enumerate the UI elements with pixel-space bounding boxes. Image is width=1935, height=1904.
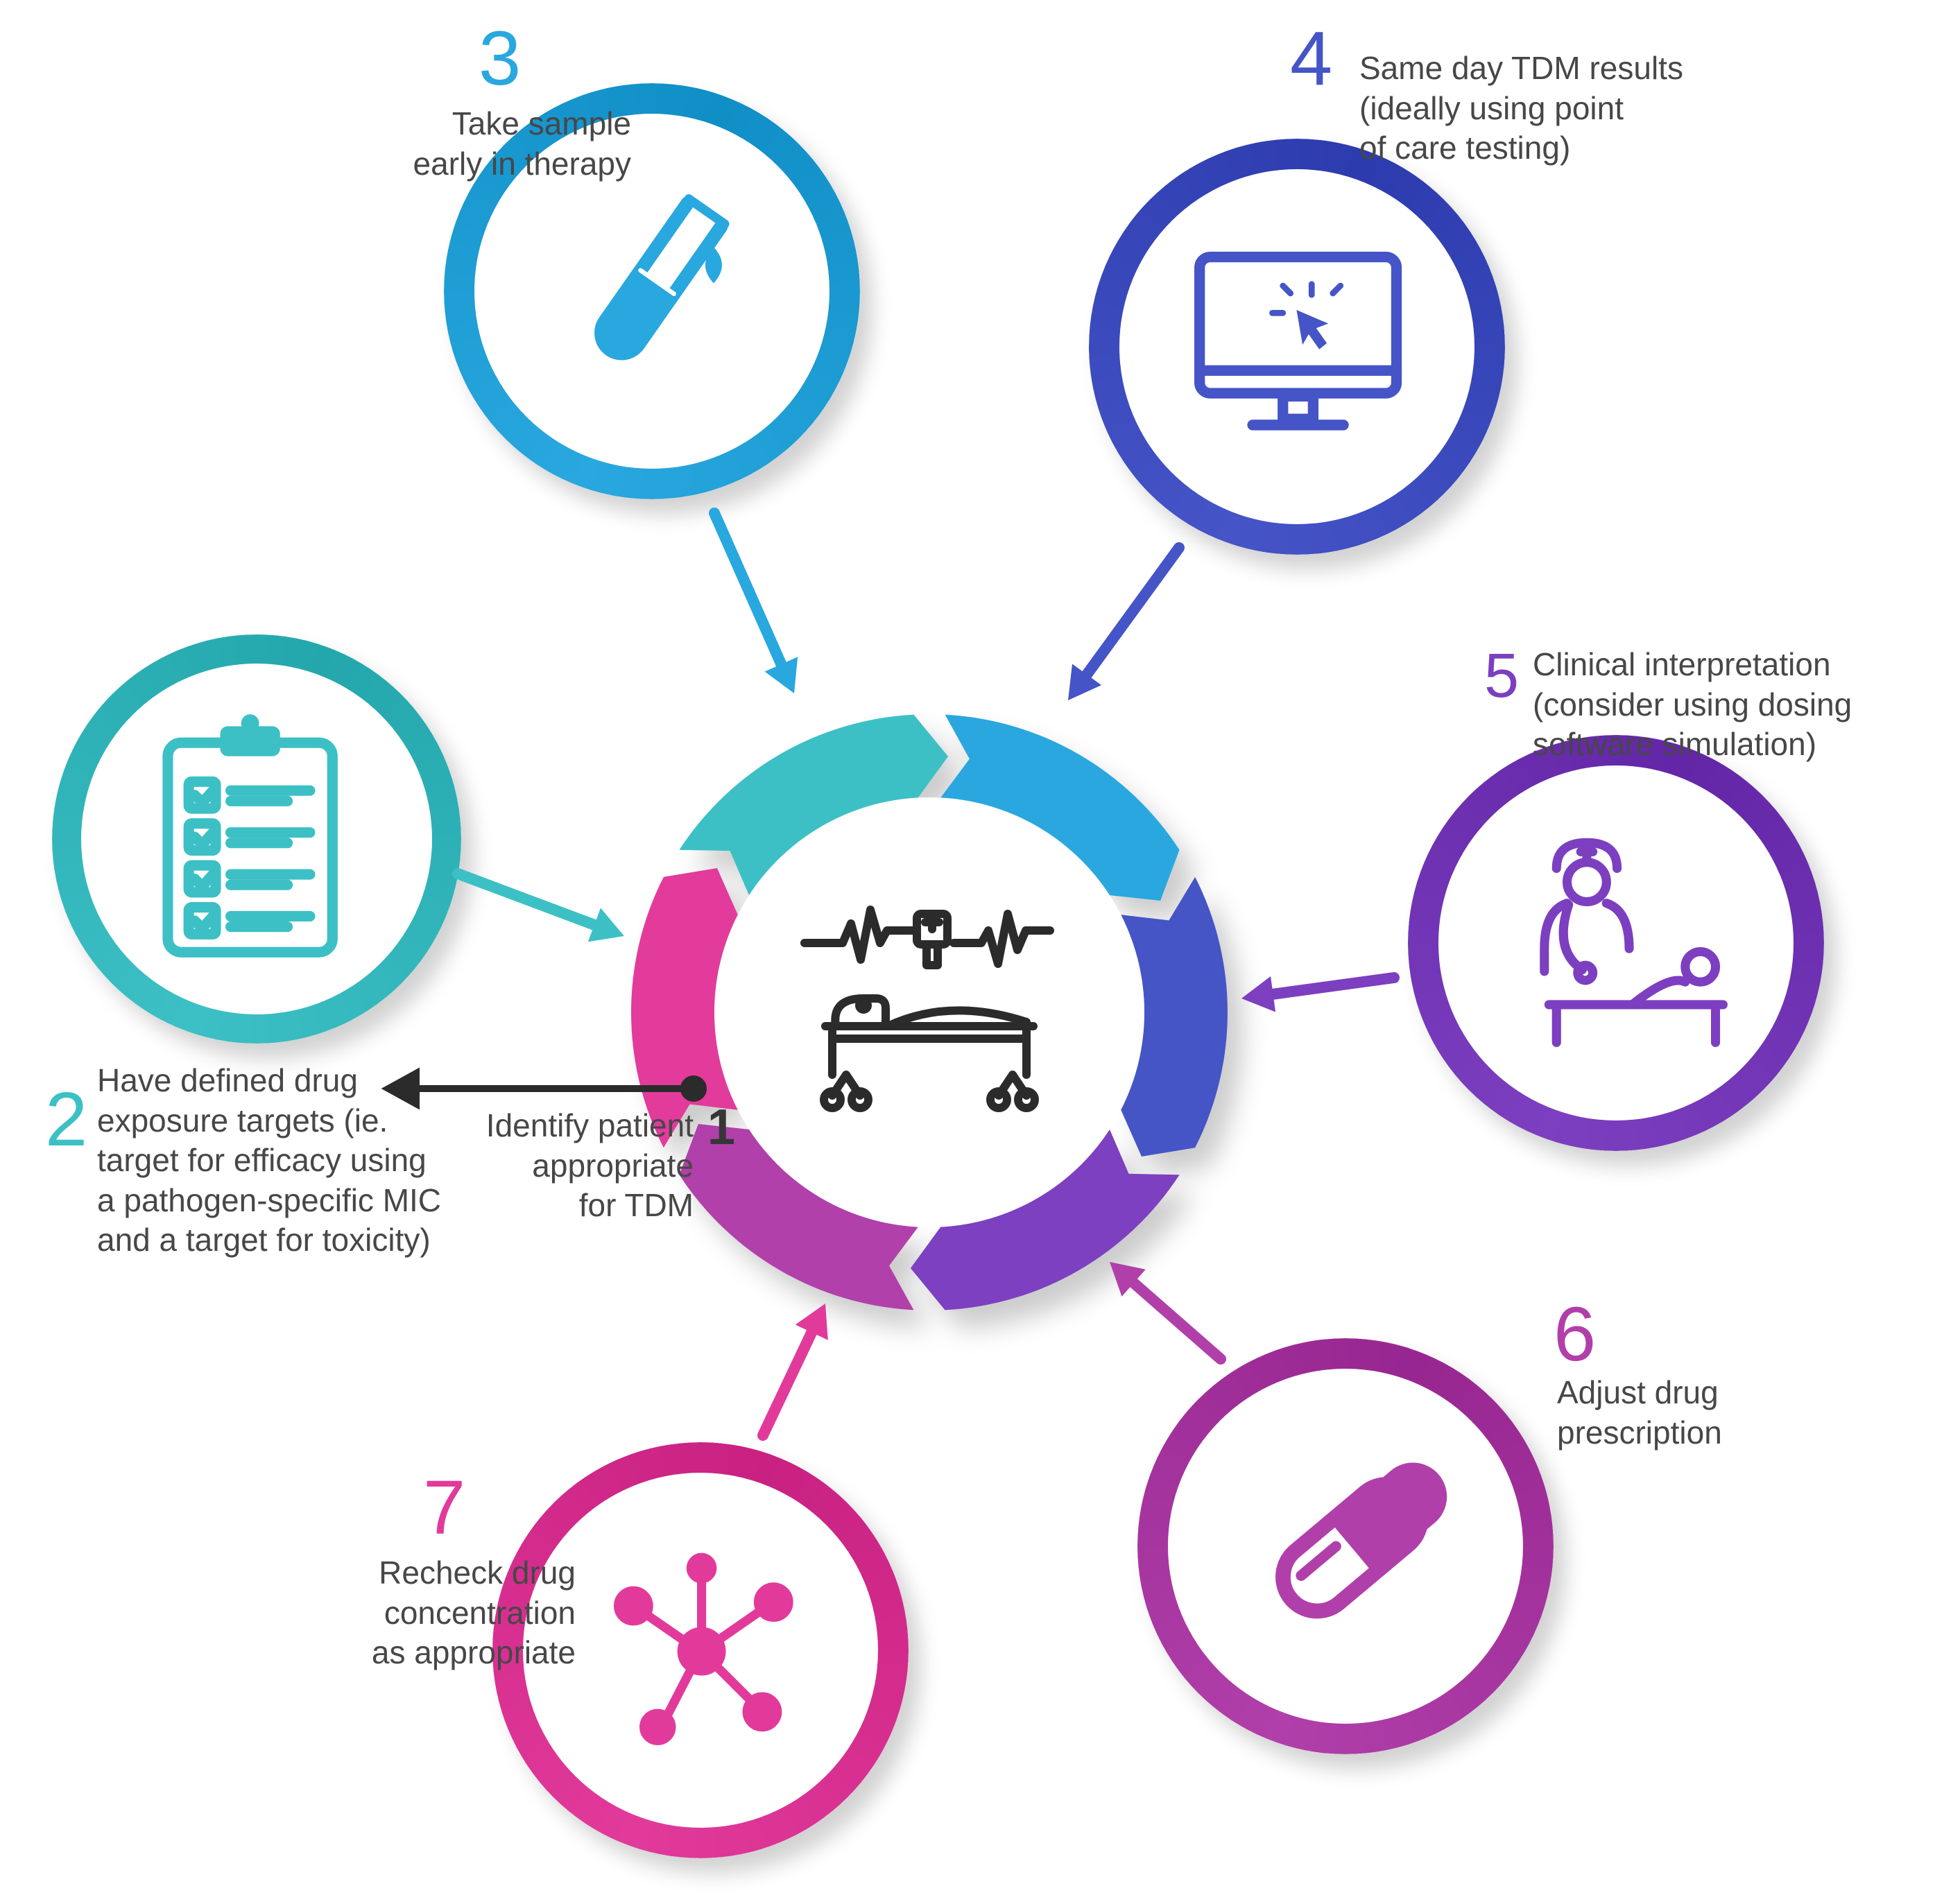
step-7-arrow: [0, 0, 1935, 1904]
infographic-stage: 1 Identify patient appropriate for TDM: [0, 0, 1935, 1904]
